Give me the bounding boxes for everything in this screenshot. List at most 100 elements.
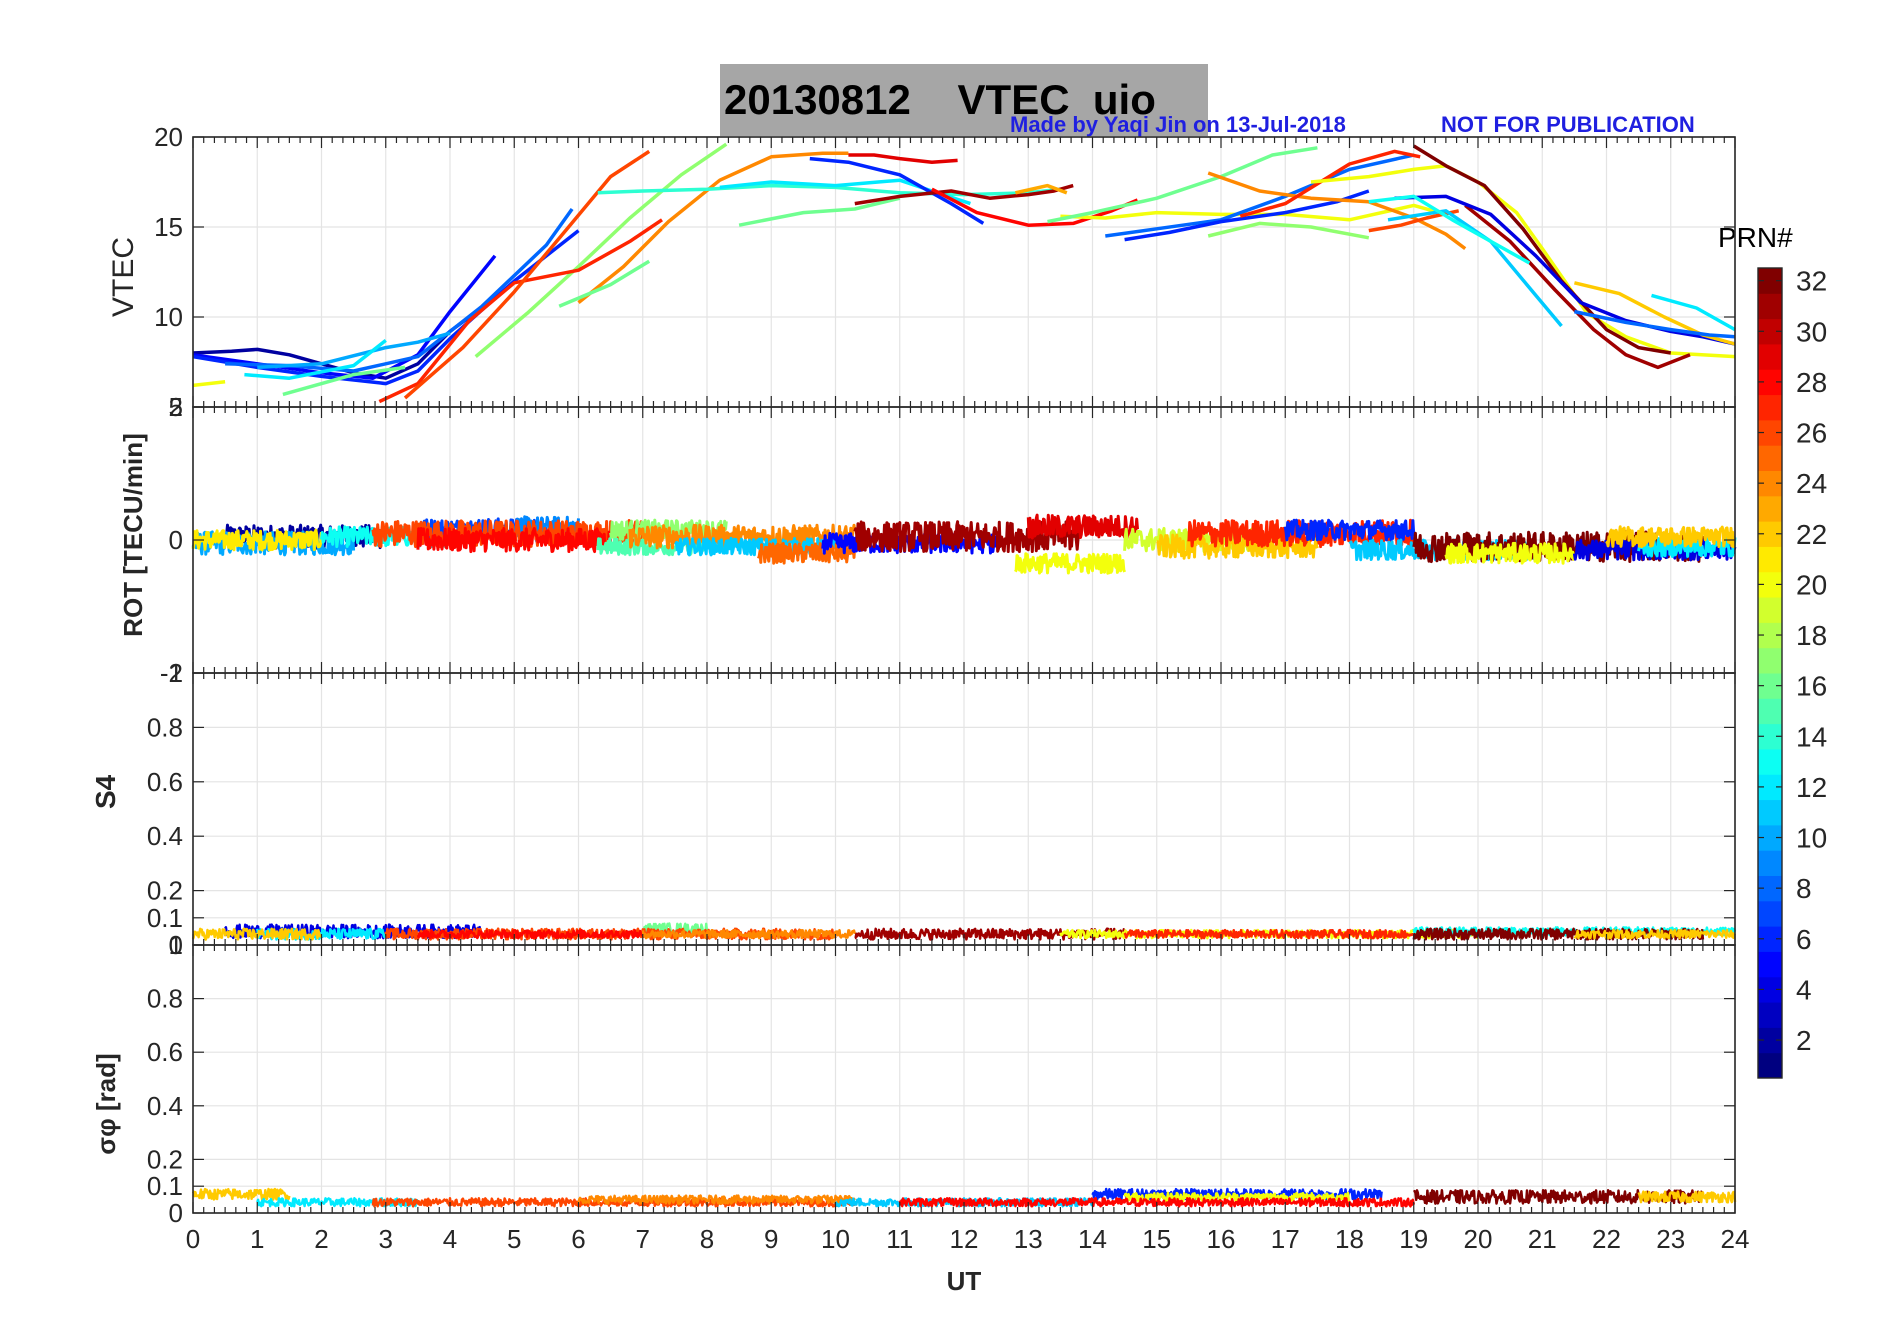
vtec-series-prn-17: [1207, 221, 1370, 240]
vtec-series-prn-16: [282, 365, 406, 397]
s4-series-prn-28: [416, 928, 645, 940]
grid-sigphi: [192, 944, 1736, 1214]
colorbar-swatch: [1758, 647, 1782, 674]
x-tick-label: 16: [1207, 1224, 1236, 1254]
colorbar-swatch: [1758, 597, 1782, 623]
vtec-series-prn-27: [378, 218, 663, 404]
vtec-series-prn-16: [558, 259, 651, 308]
colorbar-tick-label: 6: [1796, 924, 1812, 955]
x-tick-label: 0: [186, 1224, 200, 1254]
y-tick-label: 1: [169, 930, 183, 960]
colorbar-tick-label: 14: [1796, 721, 1827, 752]
series-group-vtec: [192, 142, 1736, 404]
rot-series-prn-28: [416, 526, 613, 554]
panel-vtec: 5 10 15 20 VTEC: [107, 122, 1736, 422]
y-tick-label: 15: [154, 212, 183, 242]
colorbar-tick-label: 26: [1796, 418, 1827, 449]
rot-series-prn-11: [674, 536, 837, 557]
ticks-vtec: [192, 136, 1736, 408]
x-tick-label: 24: [1721, 1224, 1750, 1254]
title-background: [720, 64, 1208, 136]
y-axis-label: ROT [TECU/min]: [118, 433, 148, 637]
vtec-series-prn-12: [1651, 293, 1736, 332]
x-tick-label: 12: [950, 1224, 979, 1254]
y-tick-label: 2: [169, 392, 183, 422]
x-tick-label: 19: [1399, 1224, 1428, 1254]
colorbar-frame: [1757, 267, 1783, 1079]
x-tick-label: 8: [700, 1224, 714, 1254]
vtec-series-prn-6: [809, 156, 985, 225]
vtec-series-prn-16: [1047, 146, 1318, 224]
vtec-series-prn-12: [244, 339, 387, 380]
x-tick-label: 2: [314, 1224, 328, 1254]
rot-series-prn-22: [1605, 525, 1736, 549]
colorbar-swatch: [1758, 495, 1782, 522]
sigphi-series-prn-24: [577, 1194, 856, 1205]
vtec-series-prn-24: [577, 151, 849, 304]
colorbar-tick-label: 16: [1796, 671, 1827, 702]
vtec-series-prn-16: [738, 196, 901, 227]
x-axis-label: UT: [947, 1266, 982, 1296]
colorbar-tick-label: 24: [1796, 468, 1827, 499]
y-tick-label: 0.1: [147, 903, 183, 933]
colorbar-tick-label: 8: [1796, 873, 1812, 904]
rot-series-prn-24: [628, 523, 857, 550]
rot-series-prn-20: [1014, 552, 1127, 575]
vtec-series-prn-31: [854, 183, 1074, 206]
y-tick-label: 10: [154, 302, 183, 332]
colorbar-tick-label: 32: [1796, 266, 1827, 297]
vtec-series-prn-17: [474, 142, 728, 358]
y-tick-label: 1: [169, 658, 183, 688]
colorbar-tick-label: 4: [1796, 974, 1812, 1005]
colorbar-swatch: [1758, 445, 1782, 471]
ticks-rot: [192, 406, 1736, 674]
chart-title: 20130812 VTEC uio: [724, 76, 1156, 123]
vtec-series-prn-23: [1015, 183, 1068, 195]
s4-series-prn-22: [1573, 928, 1737, 940]
vtec-series-prn-10: [257, 331, 451, 370]
colorbar-swatch: [1758, 343, 1782, 370]
x-tick-label: 23: [1656, 1224, 1685, 1254]
vtec-series-prn-29: [848, 153, 958, 164]
x-tick-label: 20: [1464, 1224, 1493, 1254]
panel-rot: -2 0 2 ROT [TECU/min]: [118, 392, 1737, 688]
x-tick-label: 5: [507, 1224, 521, 1254]
sigphi-series-prn-22: [1637, 1190, 1737, 1204]
y-tick-label: 0.6: [147, 1037, 183, 1067]
x-tick-label: 3: [379, 1224, 393, 1254]
vtec-series-prn-26: [403, 149, 651, 400]
x-tick-label: 4: [443, 1224, 457, 1254]
credit-text: Made by Yaqi Jin on 13-Jul-2018: [1010, 112, 1346, 137]
y-tick-label: 0.2: [147, 876, 183, 906]
x-tick-label: 22: [1592, 1224, 1621, 1254]
colorbar-swatch: [1758, 850, 1782, 876]
colorbar-swatch: [1758, 546, 1782, 573]
y-axis-label: σφ [rad]: [91, 1053, 121, 1154]
colorbar-swatch: [1758, 1002, 1782, 1028]
colorbar-tick-label: 30: [1796, 316, 1827, 347]
y-tick-label: 0.4: [147, 1091, 183, 1121]
x-tick-label: 17: [1271, 1224, 1300, 1254]
rot-series-prn-6: [1283, 518, 1416, 542]
y-tick-label: 0.6: [147, 767, 183, 797]
vtec-series-prn-22: [1573, 281, 1736, 346]
colorbar-tick-label: 2: [1796, 1025, 1812, 1056]
colorbar-swatch: [1758, 698, 1782, 725]
ticks-s4: [192, 672, 1736, 946]
colorbar-swatch: [1758, 748, 1782, 775]
x-tick-label: 10: [821, 1224, 850, 1254]
vtec-series-prn-31: [1464, 204, 1691, 370]
publication-note: NOT FOR PUBLICATION: [1441, 112, 1695, 137]
colorbar-tick-label: 22: [1796, 519, 1827, 550]
y-tick-label: 20: [154, 122, 183, 152]
x-tick-label: 15: [1142, 1224, 1171, 1254]
colorbar-swatch: [1758, 951, 1782, 978]
colorbar-tick-label: 18: [1796, 620, 1827, 651]
x-tick-label: 7: [636, 1224, 650, 1254]
x-tick-label: 13: [1014, 1224, 1043, 1254]
y-tick-label: 0.8: [147, 984, 183, 1014]
s4-series-prn-27: [1123, 928, 1415, 940]
colorbar-tick-label: 10: [1796, 823, 1827, 854]
